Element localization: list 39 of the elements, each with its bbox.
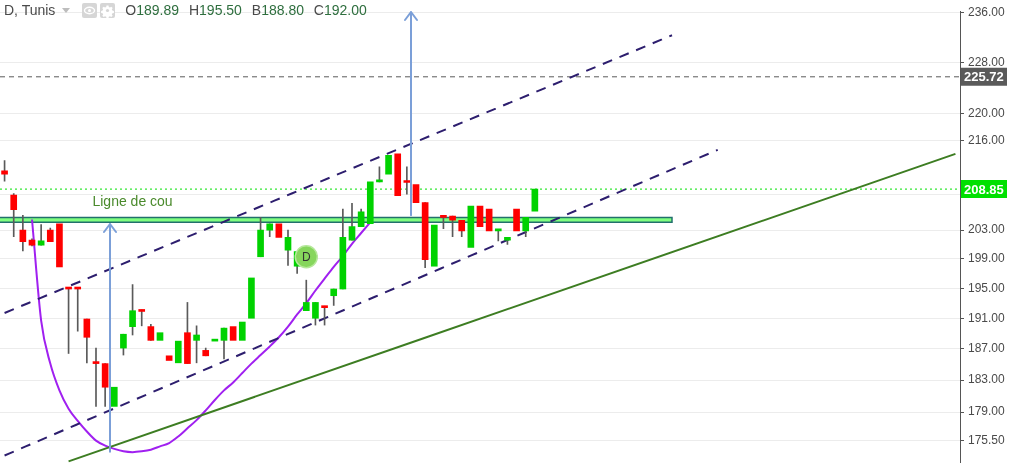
candlestick bbox=[275, 223, 283, 238]
line-series bbox=[31, 218, 372, 454]
candlestick bbox=[37, 224, 45, 246]
y-tick-label: 236.00 bbox=[968, 4, 1006, 19]
candlestick bbox=[385, 154, 392, 175]
y-tick-label: 220.00 bbox=[968, 106, 1006, 121]
annotation: O189.89 H195.50 B188.80 C192.00 bbox=[125, 2, 367, 18]
band-label: Ligne de cou bbox=[92, 193, 173, 210]
candlestick bbox=[430, 224, 438, 267]
candlestick bbox=[394, 153, 402, 197]
y-tick-label: 199.00 bbox=[968, 251, 1006, 266]
y-tick-label: 228.00 bbox=[968, 54, 1006, 69]
candlestick bbox=[56, 223, 63, 268]
candlestick bbox=[156, 332, 164, 341]
candlestick bbox=[92, 347, 100, 407]
y-tick-label: 179.00 bbox=[968, 404, 1006, 419]
y-tick-label: 191.00 bbox=[968, 310, 1006, 325]
candlestick bbox=[403, 166, 411, 195]
candlestick bbox=[229, 326, 237, 341]
candlestick bbox=[110, 386, 118, 407]
candlestick bbox=[248, 277, 255, 319]
y-tick-label: 195.00 bbox=[968, 280, 1006, 295]
annotation: D bbox=[301, 250, 311, 265]
candlestick bbox=[467, 205, 475, 248]
y-tick-label: 175.50 bbox=[968, 432, 1006, 447]
candlestick bbox=[238, 321, 246, 341]
y-tick-label: 203.00 bbox=[968, 222, 1006, 237]
y-tick-label: 187.00 bbox=[968, 341, 1006, 356]
candlestick bbox=[138, 309, 146, 327]
ref-line-label: 208.85 bbox=[964, 181, 1004, 197]
candlestick bbox=[165, 355, 173, 361]
candlestick bbox=[366, 181, 374, 225]
candlestick bbox=[412, 184, 420, 203]
y-tick-label: 183.00 bbox=[968, 372, 1006, 387]
candlestick bbox=[174, 340, 182, 364]
candlestick bbox=[513, 208, 520, 232]
ref-line-label: 225.72 bbox=[964, 69, 1004, 85]
y-tick-label: 216.00 bbox=[968, 132, 1006, 147]
annotation: D, Tunis bbox=[4, 2, 56, 18]
